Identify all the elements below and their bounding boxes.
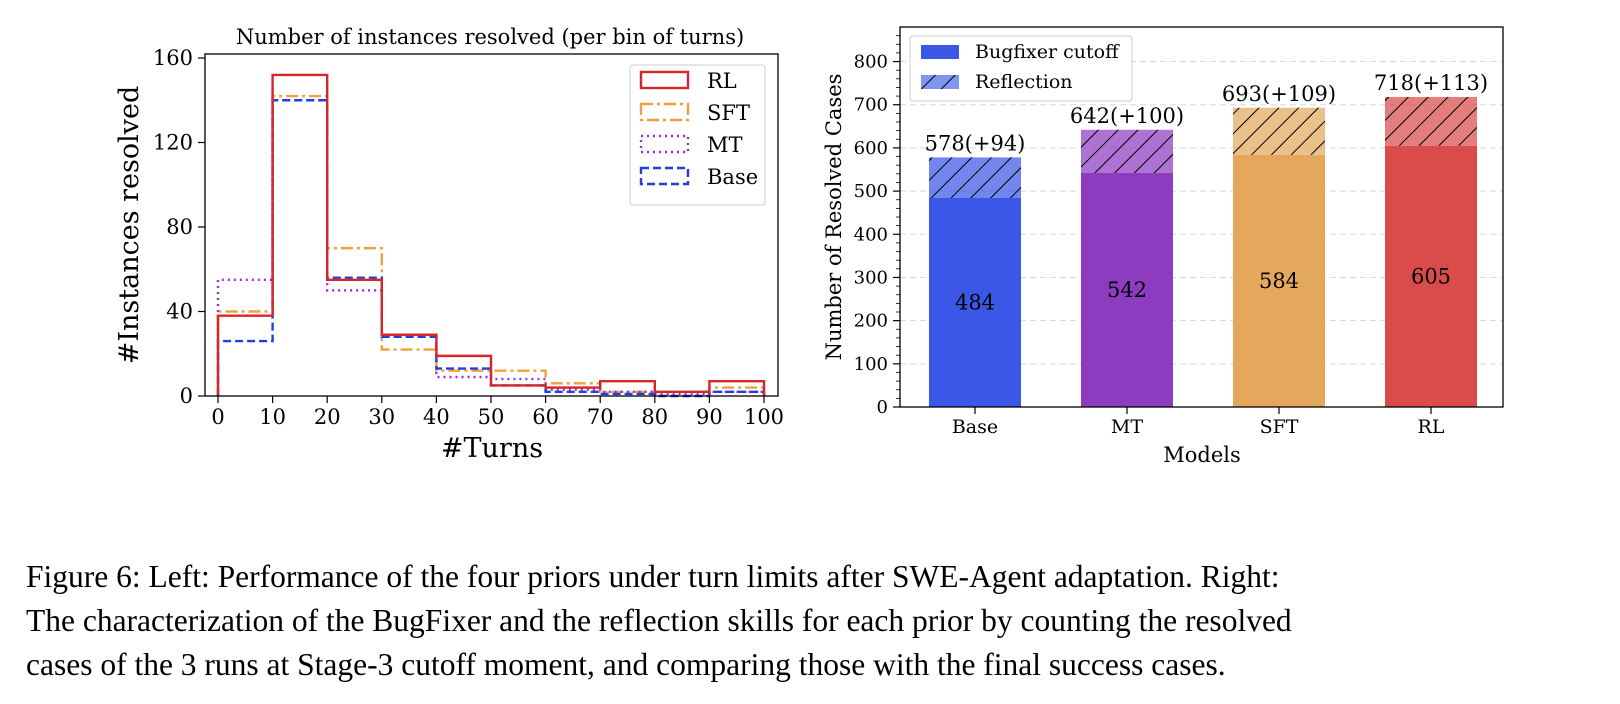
bar-reflection-hatch-mt [1081, 129, 1173, 173]
legend-swatch-mt [639, 134, 690, 154]
histogram-title: Number of instances resolved (per bin of… [236, 25, 744, 49]
legend-swatch-reflection-hatch [921, 75, 959, 89]
bar-x-tick-label: Base [952, 416, 998, 438]
legend-label-bugfixer: Bugfixer cutoff [975, 41, 1120, 63]
histogram-x-tick-label: 30 [368, 405, 395, 429]
legend-label-mt: MT [707, 133, 743, 157]
legend-swatch-base [639, 166, 690, 186]
bar-y-tick-label: 500 [854, 181, 888, 202]
bar-reflection-hatch-sft [1233, 107, 1325, 155]
bar-reflection-hatch-rl [1385, 96, 1477, 146]
histogram-x-tick-label: 100 [744, 405, 784, 429]
bar-top-label: 718(+113) [1374, 71, 1488, 95]
legend-swatch-rl [639, 70, 690, 90]
bar-x-label: Models [1163, 443, 1241, 467]
histogram-series-sft [216, 94, 766, 396]
histogram-y-label: #Instances resolved [114, 86, 145, 365]
histogram-y-tick-label: 120 [153, 131, 193, 155]
histogram-y-tick-label: 0 [180, 384, 193, 408]
histogram-chart: Number of instances resolved (per bin of… [114, 25, 784, 464]
bar-inner-label: 542 [1107, 278, 1147, 302]
bar-bugfixer-sft [1233, 154, 1325, 407]
histogram-x-tick-label: 20 [314, 405, 341, 429]
histogram-x-label: #Turns [441, 433, 543, 464]
caption-line-3: cases of the 3 runs at Stage-3 cutoff mo… [26, 647, 1226, 682]
figure-caption: Figure 6: Left: Performance of the four … [26, 555, 1606, 687]
bar-bugfixer-base [929, 198, 1021, 407]
bar-y-tick-label: 600 [854, 138, 888, 159]
bar-legend: Bugfixer cutoff Reflection [909, 35, 1133, 102]
bar-y-label: Number of Resolved Cases [822, 74, 846, 361]
bar-y-tick-label: 400 [854, 224, 888, 245]
bar-y-tick-label: 800 [854, 52, 888, 73]
bar-inner-label: 584 [1259, 269, 1299, 293]
caption-line-1: Figure 6: Left: Performance of the four … [26, 559, 1280, 594]
figure-canvas: Number of instances resolved (per bin of… [114, 25, 1504, 467]
bar-y-tick-label: 100 [854, 354, 888, 375]
histogram-y-tick-label: 160 [153, 46, 193, 70]
legend-label-rl: RL [707, 69, 737, 93]
bar-x-tick-label: SFT [1260, 416, 1299, 438]
histogram-legend-box [629, 64, 766, 206]
legend-label-sft: SFT [707, 101, 750, 125]
histogram-x-tick-label: 10 [259, 405, 286, 429]
legend-label-reflection: Reflection [975, 71, 1073, 93]
bar-bugfixer-rl [1385, 145, 1477, 407]
bar-y-tick-label: 300 [854, 267, 888, 288]
legend-swatch-sft [639, 102, 690, 122]
bar-x-tick-label: RL [1418, 416, 1445, 438]
legend-swatch-bugfixer [921, 45, 959, 59]
histogram-x-tick-label: 70 [587, 405, 614, 429]
histogram-y-tick-label: 40 [166, 300, 193, 324]
bar-legend-box [909, 35, 1133, 102]
bar-top-label: 693(+109) [1222, 82, 1336, 106]
histogram-x-tick-label: 90 [696, 405, 723, 429]
histogram-x-tick-label: 0 [211, 405, 224, 429]
bar-inner-label: 484 [955, 291, 995, 315]
histogram-x-tick-label: 80 [641, 405, 668, 429]
histogram-series-rl [216, 73, 766, 396]
histogram-y-tick-label: 80 [166, 215, 193, 239]
histogram-x-tick-label: 60 [532, 405, 559, 429]
histogram-x-tick-label: 40 [423, 405, 450, 429]
bar-y-tick-label: 200 [854, 311, 888, 332]
caption-line-2: The characterization of the BugFixer and… [26, 603, 1292, 638]
histogram-legend: RL SFT MT Base [629, 64, 766, 206]
legend-label-base: Base [707, 165, 758, 189]
bar-y-tick-label: 0 [877, 397, 888, 418]
bar-y-tick-label: 700 [854, 95, 888, 116]
bar-inner-label: 605 [1411, 264, 1451, 288]
bar-bugfixer-mt [1081, 172, 1173, 407]
bar-top-label: 578(+94) [925, 131, 1026, 155]
bar-reflection-hatch-base [929, 157, 1021, 198]
bar-x-tick-label: MT [1111, 416, 1143, 438]
histogram-x-tick-label: 50 [478, 405, 505, 429]
bar-top-label: 642(+100) [1070, 104, 1184, 128]
stacked-bar-chart: 0 100 200 300 400 500 600 700 800 Base 484 578(+94… [822, 26, 1504, 467]
